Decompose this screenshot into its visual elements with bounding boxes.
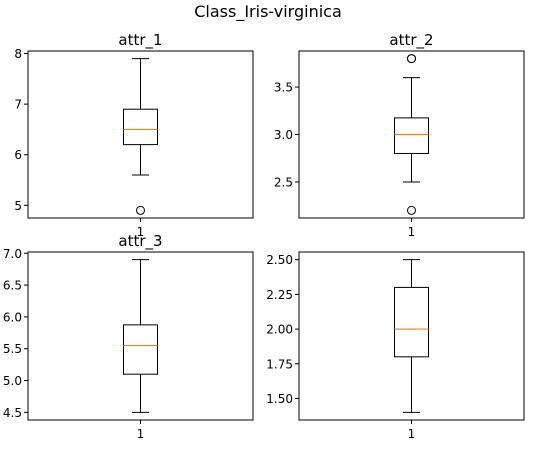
subplots: attr_156781attr_22.53.03.51attr_34.55.05… bbox=[3, 31, 525, 441]
subplot-title: attr_1 bbox=[118, 31, 162, 50]
y-tick-label: 5.0 bbox=[3, 374, 22, 388]
y-tick-label: 7.0 bbox=[3, 247, 22, 261]
outlier-point bbox=[407, 205, 416, 215]
y-tick-label: 5 bbox=[14, 199, 22, 213]
box bbox=[123, 108, 158, 146]
box bbox=[394, 286, 429, 358]
y-tick-label: 2.50 bbox=[266, 253, 293, 267]
subplot-title: attr_2 bbox=[389, 31, 433, 50]
x-tick-label: 1 bbox=[408, 225, 416, 239]
y-tick-label: 3.5 bbox=[274, 81, 293, 95]
y-tick-label: 8 bbox=[14, 47, 22, 61]
box bbox=[394, 117, 429, 154]
box bbox=[123, 324, 158, 375]
y-tick-label: 7 bbox=[14, 98, 22, 112]
figure-title: Class_Iris-virginica bbox=[194, 2, 342, 22]
outlier-point bbox=[407, 54, 416, 64]
y-tick-label: 1.50 bbox=[266, 392, 293, 406]
subplot-3: attr_3 4.5 5.0 5.5 6.0 6.5 7.0 1 bbox=[3, 232, 254, 441]
y-tick-label: 2.00 bbox=[266, 323, 293, 337]
x-tick-label: 1 bbox=[137, 427, 145, 441]
y-tick-label: 3.0 bbox=[274, 128, 293, 142]
y-tick-label: 6.0 bbox=[3, 310, 22, 324]
x-tick-label: 1 bbox=[137, 225, 145, 239]
y-tick-label: 2.25 bbox=[266, 288, 293, 302]
x-tick-label: 1 bbox=[408, 427, 416, 441]
subplot-2: attr_2 2.5 3.0 3.5 1 bbox=[274, 31, 525, 239]
subplot-title: attr_3 bbox=[118, 232, 162, 251]
y-tick-label: 1.75 bbox=[266, 357, 293, 371]
subplot-1: attr_1 5 6 7 8 1 bbox=[14, 31, 254, 239]
y-tick-label: 5.5 bbox=[3, 342, 22, 356]
outlier-point bbox=[136, 205, 145, 215]
y-tick-label: 6.5 bbox=[3, 279, 22, 293]
y-tick-label: 4.5 bbox=[3, 406, 22, 420]
y-tick-label: 2.5 bbox=[274, 175, 293, 189]
subplot-4: 1.50 1.75 2.00 2.25 2.50 1 bbox=[266, 251, 525, 441]
y-tick-label: 6 bbox=[14, 148, 22, 162]
